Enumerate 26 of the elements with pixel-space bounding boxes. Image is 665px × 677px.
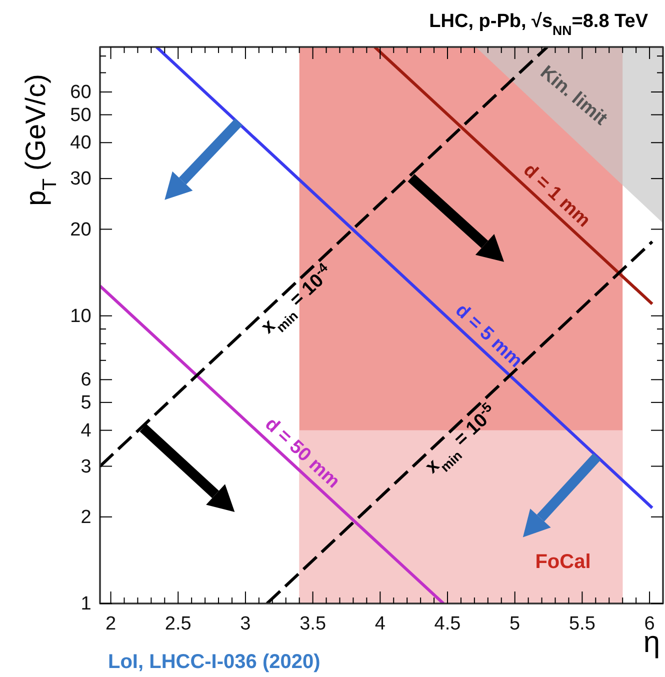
text: d = 5 mm — [451, 300, 526, 372]
y-tick-label: 40 — [70, 132, 92, 154]
text: d = 1 mm — [519, 160, 594, 232]
annotation: FoCal — [535, 551, 591, 573]
y-tick-label: 5 — [80, 392, 92, 414]
y-tick-label: 20 — [70, 219, 92, 240]
x-tick-label: 3 — [240, 613, 251, 634]
y-tick-label: 10 — [70, 306, 92, 327]
x-tick-label: 5.5 — [568, 613, 596, 634]
y-tick-label: 3 — [80, 456, 92, 478]
x-tick-label: 5 — [510, 613, 520, 634]
x-tick-label: 3.5 — [300, 613, 326, 634]
x-tick-label: 4 — [374, 613, 386, 634]
y-tick-label: 2 — [80, 506, 92, 528]
y-tick-label: 50 — [70, 104, 92, 126]
y-tick-label: 4 — [80, 420, 92, 442]
x-tick-label: 2 — [105, 613, 116, 634]
text: LoI, LHCC-I-036 (2020) — [108, 651, 320, 673]
x-tick-label: 2.5 — [164, 613, 192, 634]
chart-title: LHC, p-Pb, √s$_{NN}$=8.8 TeV — [429, 11, 648, 38]
text: d = 50 mm — [260, 414, 344, 493]
y-tick-label: 30 — [70, 168, 92, 190]
x-tick-label: 4.5 — [434, 613, 461, 634]
y-tick-label: 6 — [80, 370, 92, 391]
y-tick-label: 1 — [80, 594, 92, 615]
y-tick-label: 60 — [70, 82, 92, 104]
